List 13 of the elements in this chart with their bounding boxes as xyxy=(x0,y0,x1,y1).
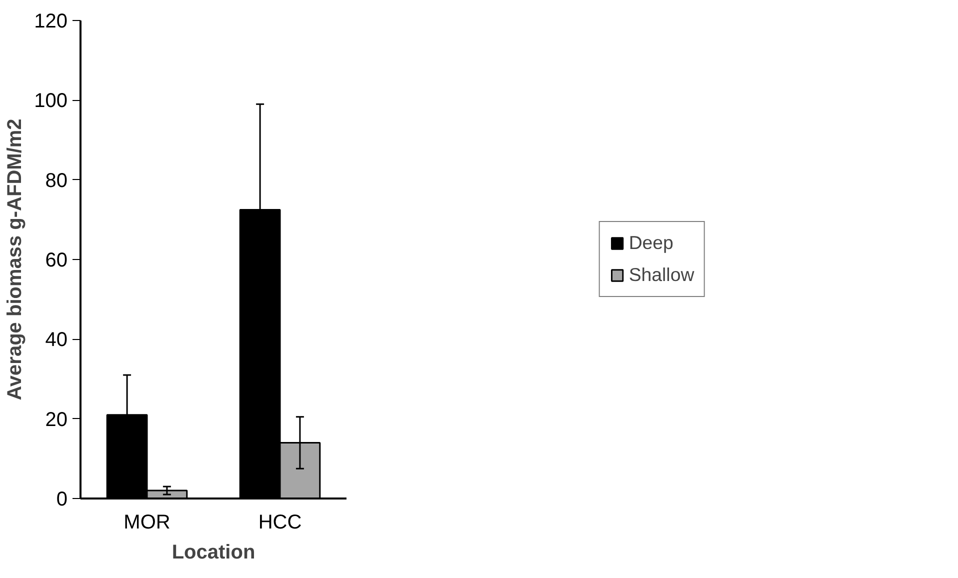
x-tick-label: MOR xyxy=(124,512,170,534)
y-tick-label: 120 xyxy=(34,10,68,32)
legend-label: Shallow xyxy=(628,264,694,286)
y-tick-label: 80 xyxy=(45,170,68,192)
y-tick-label: 40 xyxy=(45,329,68,352)
y-tick-label: 100 xyxy=(34,90,68,112)
y-tick-label: 60 xyxy=(45,250,68,272)
y-axis-title: Average biomass g-AFDM/m2 xyxy=(4,118,26,400)
y-tick-label: 20 xyxy=(45,408,68,431)
legend-label: Deep xyxy=(628,232,674,254)
x-axis-title: Location xyxy=(172,542,256,564)
y-tick-label: 0 xyxy=(56,488,68,510)
x-tick-label: HCC xyxy=(258,512,302,534)
